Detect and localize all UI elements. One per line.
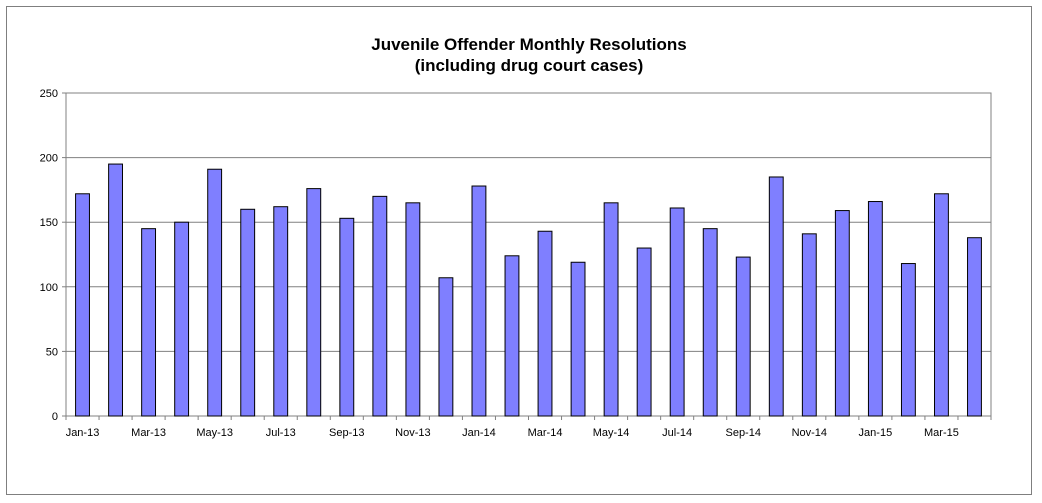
x-tick-label: Mar-15 — [924, 427, 959, 439]
plot-area — [65, 92, 992, 417]
bar — [900, 263, 916, 417]
bar — [240, 208, 256, 417]
bar — [108, 163, 123, 417]
y-tick-label: 100 — [40, 282, 58, 294]
bar — [273, 206, 289, 417]
x-tick-label: May-14 — [593, 427, 630, 439]
x-tick-label: Jan-15 — [859, 427, 893, 439]
x-tick-label: Mar-13 — [131, 427, 166, 439]
x-tick-label: Sep-14 — [725, 427, 760, 439]
bar — [570, 261, 586, 417]
bar — [702, 228, 718, 417]
bar — [934, 193, 949, 417]
x-axis: Jan-13 Mar-13 May-13 Jul-13 Sep-13 Nov-13 Jan-… — [65, 416, 992, 439]
bar — [636, 247, 652, 417]
bar — [438, 277, 454, 417]
x-tick-label: Nov-13 — [395, 427, 430, 439]
x-tick-label: Jan-13 — [66, 427, 100, 439]
y-tick-label: 150 — [40, 217, 58, 229]
y-tick-label: 200 — [40, 153, 58, 165]
bar — [768, 176, 784, 417]
y-axis: 0 50 100 150 200 250 — [40, 88, 66, 423]
bar — [867, 201, 883, 417]
x-tick-label: Mar-14 — [528, 427, 563, 439]
bar — [306, 188, 322, 417]
bar — [735, 256, 751, 417]
chart-subtitle: (including drug court cases) — [415, 56, 644, 75]
bar — [603, 202, 619, 417]
y-tick-label: 0 — [52, 411, 58, 423]
bar — [669, 207, 685, 417]
bar — [141, 228, 157, 417]
y-tick-label: 250 — [40, 88, 58, 100]
chart-title: Juvenile Offender Monthly Resolutions — [371, 35, 686, 54]
bar — [339, 217, 355, 417]
bar — [967, 237, 982, 417]
bar — [537, 230, 553, 417]
x-tick-label: May-13 — [196, 427, 233, 439]
bar — [405, 202, 421, 417]
y-tick-label: 50 — [46, 346, 58, 358]
bar — [207, 168, 223, 417]
bar — [504, 255, 520, 417]
x-tick-label: Jul-14 — [662, 427, 692, 439]
x-tick-label: Jul-13 — [266, 427, 296, 439]
bar — [174, 221, 190, 417]
bars — [75, 163, 982, 417]
x-tick-label: Jan-14 — [462, 427, 496, 439]
x-tick-label: Nov-14 — [792, 427, 827, 439]
bar — [372, 195, 388, 417]
bar — [834, 210, 850, 417]
bar — [75, 193, 90, 417]
x-tick-label: Sep-13 — [329, 427, 364, 439]
bar — [801, 233, 817, 417]
bar — [471, 185, 487, 417]
